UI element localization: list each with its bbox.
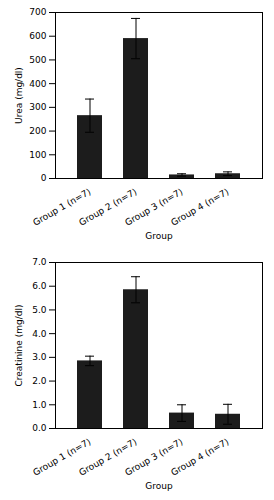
svg-text:Group: Group <box>145 231 173 241</box>
svg-text:Group 4 (n=7): Group 4 (n=7) <box>169 187 230 228</box>
svg-text:5.0: 5.0 <box>32 305 47 315</box>
svg-text:Group 1 (n=7): Group 1 (n=7) <box>31 186 93 228</box>
svg-text:600: 600 <box>29 31 46 41</box>
svg-text:2.0: 2.0 <box>32 376 47 386</box>
svg-text:Group 4 (n=7): Group 4 (n=7) <box>169 437 230 478</box>
svg-text:Group: Group <box>145 481 173 491</box>
svg-text:Creatinine (mg/dl): Creatinine (mg/dl) <box>14 305 24 387</box>
svg-text:Group 2 (n=7): Group 2 (n=7) <box>77 186 139 228</box>
svg-text:4.0: 4.0 <box>32 329 47 339</box>
svg-text:200: 200 <box>29 126 46 136</box>
svg-text:0: 0 <box>41 173 47 183</box>
svg-text:3.0: 3.0 <box>32 352 47 362</box>
svg-text:0.0: 0.0 <box>32 423 47 433</box>
svg-text:1.0: 1.0 <box>32 400 47 410</box>
svg-text:Group 3 (n=7): Group 3 (n=7) <box>123 186 185 228</box>
svg-text:500: 500 <box>29 55 46 65</box>
svg-text:7.0: 7.0 <box>32 257 47 267</box>
svg-text:Group 2 (n=7): Group 2 (n=7) <box>77 436 139 478</box>
svg-text:Group 1 (n=7): Group 1 (n=7) <box>31 436 93 478</box>
svg-text:400: 400 <box>29 79 46 89</box>
svg-text:300: 300 <box>29 102 46 112</box>
svg-text:100: 100 <box>29 150 46 160</box>
svg-text:Urea (mg/dl): Urea (mg/dl) <box>14 67 24 124</box>
svg-text:Group 3 (n=7): Group 3 (n=7) <box>123 436 185 478</box>
svg-text:700: 700 <box>29 7 46 17</box>
svg-text:6.0: 6.0 <box>32 281 47 291</box>
